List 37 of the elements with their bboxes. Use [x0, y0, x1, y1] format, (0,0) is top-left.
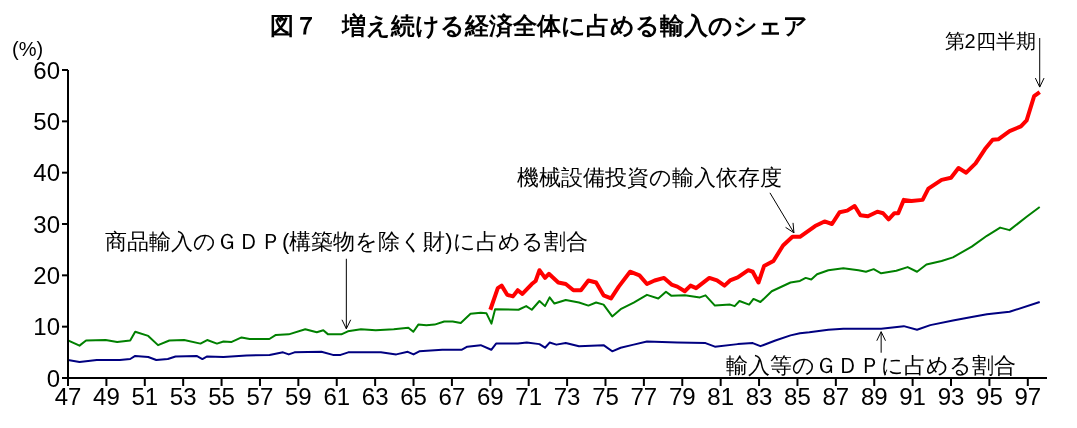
annotation: 輸入等のＧＤＰに占める割合	[726, 352, 1017, 378]
y-tick-label: 20	[33, 261, 60, 289]
x-tick-label: 89	[860, 383, 888, 411]
annotation: 第2四半期	[944, 30, 1036, 52]
x-tick-label: 53	[169, 383, 197, 411]
y-tick-label: 30	[33, 210, 60, 238]
x-tick-label: 51	[131, 383, 159, 411]
x-tick-label: 81	[707, 383, 735, 411]
x-tick-label: 71	[515, 383, 543, 411]
y-tick-label: 10	[33, 313, 60, 341]
x-tick-label: 77	[630, 383, 658, 411]
x-tick-label: 87	[822, 383, 850, 411]
x-tick-label: 73	[553, 383, 581, 411]
x-tick-label: 61	[323, 383, 351, 411]
chart-title: 図７ 増え続ける経済全体に占める輸入のシェア	[269, 12, 808, 39]
x-tick-label: 49	[93, 383, 120, 411]
x-tick-label: 95	[976, 383, 1003, 411]
x-tick-label: 83	[745, 383, 773, 411]
x-tick-label: 69	[476, 383, 504, 411]
x-tick-label: 91	[899, 383, 926, 411]
y-tick-label: 0	[46, 364, 60, 392]
x-tick-label: 57	[246, 383, 274, 411]
x-tick-label: 79	[668, 383, 696, 411]
x-tick-label: 63	[361, 383, 389, 411]
y-tick-label: 40	[33, 159, 60, 187]
x-tick-label: 65	[400, 383, 427, 411]
x-tick-label: 85	[784, 383, 811, 411]
y-tick-label: 50	[33, 107, 60, 135]
x-tick-label: 75	[592, 383, 619, 411]
x-tick-label: 55	[208, 383, 235, 411]
x-tick-label: 97	[1014, 383, 1042, 411]
annotation: 機械設備投資の輸入依存度	[517, 164, 783, 190]
x-tick-label: 93	[937, 383, 965, 411]
x-tick-label: 59	[285, 383, 312, 411]
annotation: 商品輸入のＧＤＰ(構築物を除く財)に占める割合	[105, 228, 588, 254]
line-series	[68, 206, 1041, 347]
x-tick-label: 67	[438, 383, 466, 411]
